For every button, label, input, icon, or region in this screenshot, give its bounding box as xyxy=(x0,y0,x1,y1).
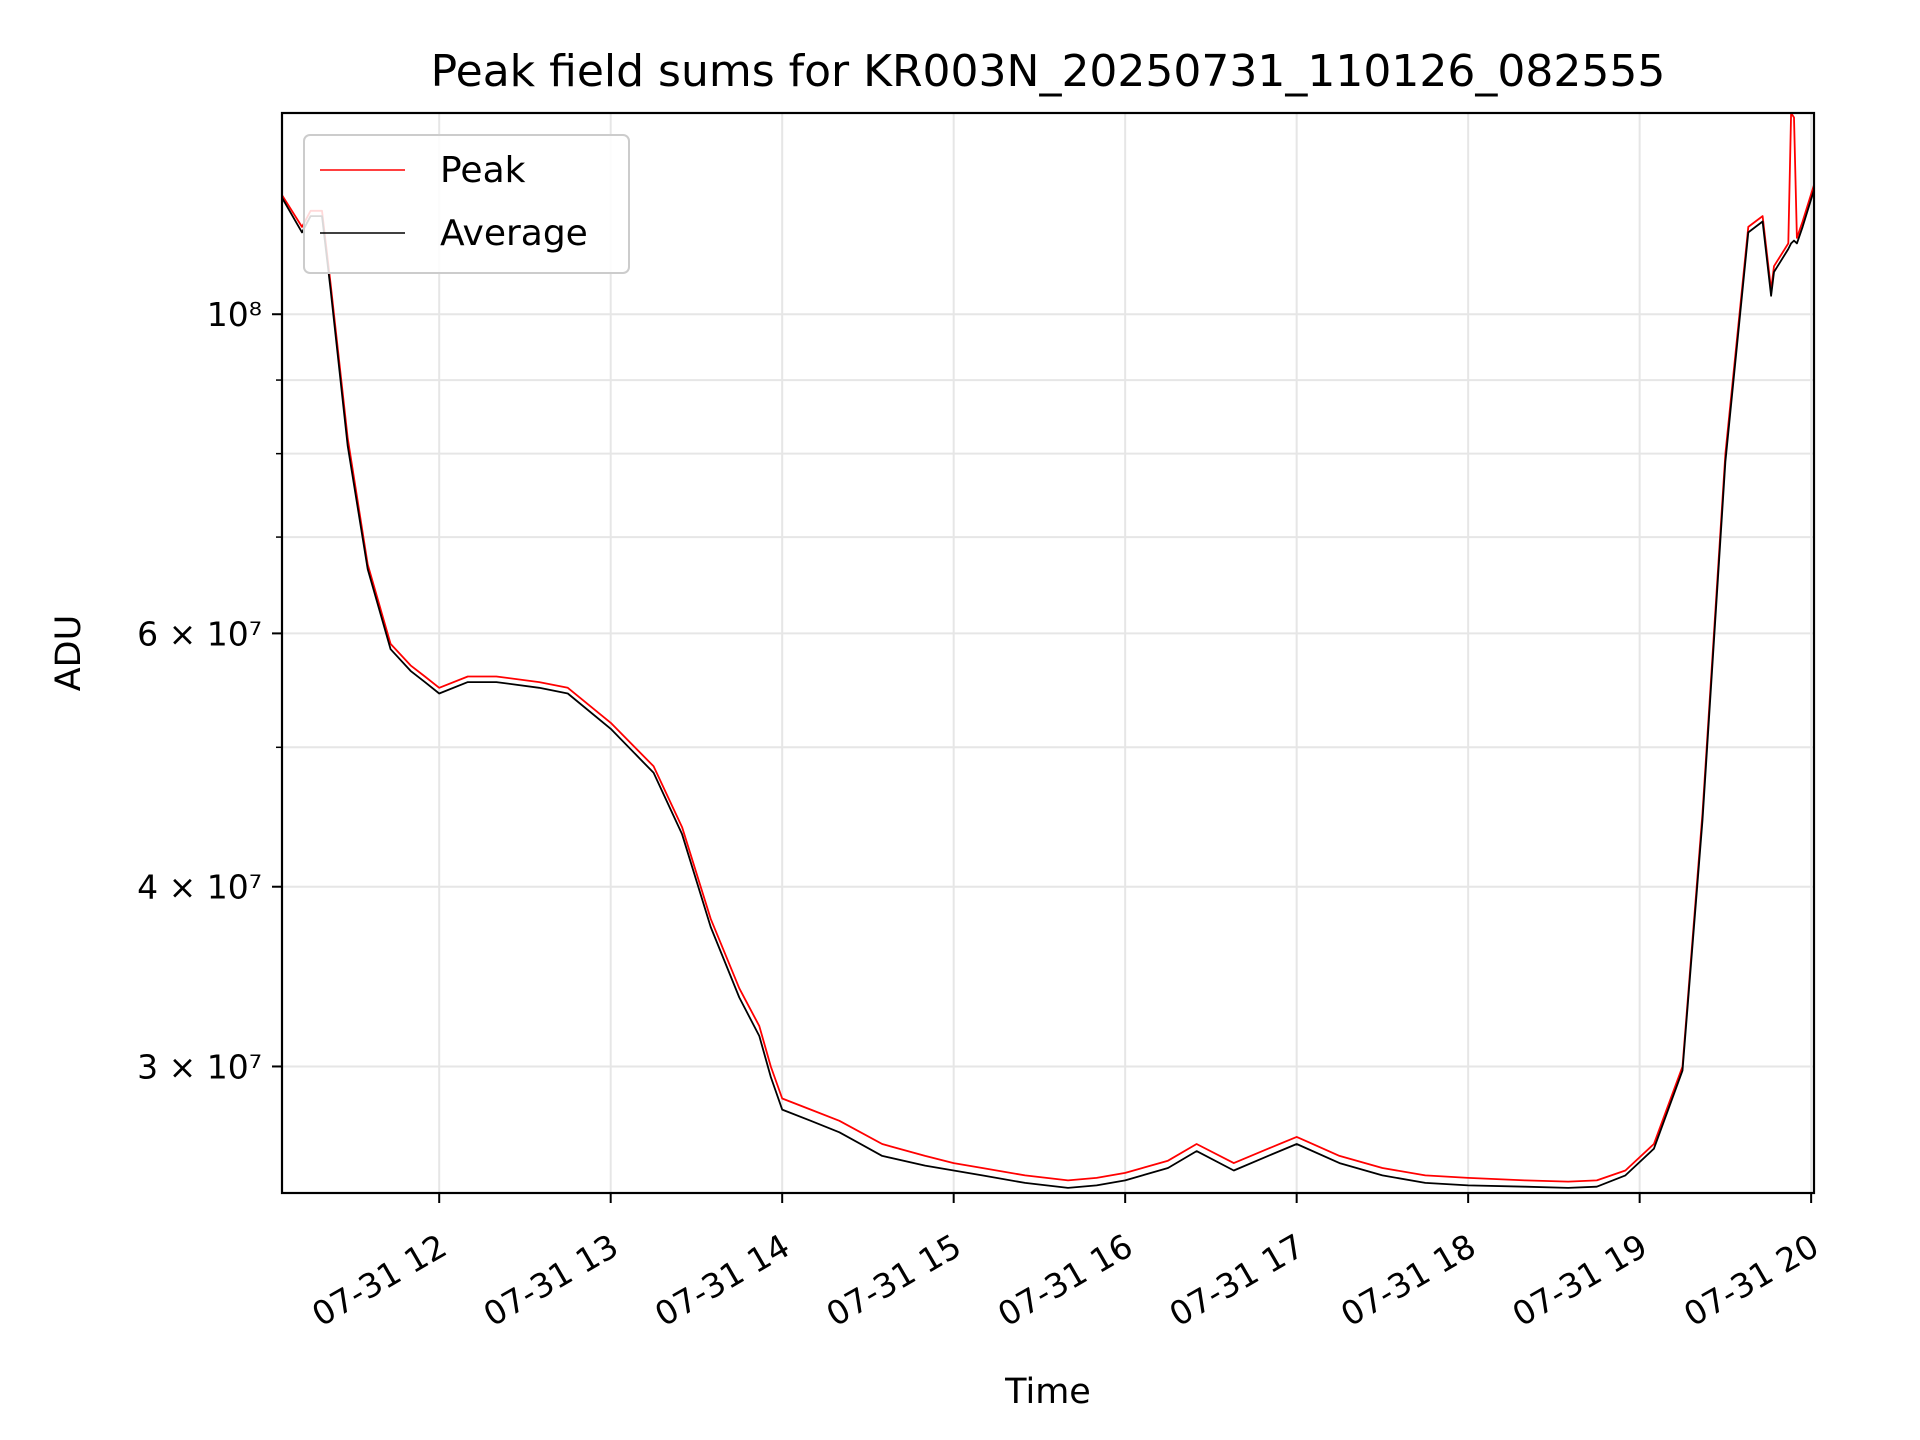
legend-label-peak: Peak xyxy=(440,150,526,191)
x-axis-label: Time xyxy=(1004,1372,1091,1412)
grid xyxy=(282,113,1814,1193)
y-tick-label: 3 × 10⁷ xyxy=(137,1047,262,1086)
y-tick-label: 4 × 10⁷ xyxy=(137,868,262,907)
series-line-average xyxy=(282,189,1814,1189)
y-tick-label: 6 × 10⁷ xyxy=(137,614,262,653)
chart-title: Peak field sums for KR003N_20250731_1101… xyxy=(431,46,1666,97)
plot-frame xyxy=(280,111,1816,1195)
y-tick-label: 10⁸ xyxy=(207,295,262,334)
series-lines xyxy=(282,113,1814,1189)
y-axis-label: ADU xyxy=(49,615,89,692)
legend-label-average: Average xyxy=(440,213,588,254)
legend: Peak Average xyxy=(303,134,630,274)
